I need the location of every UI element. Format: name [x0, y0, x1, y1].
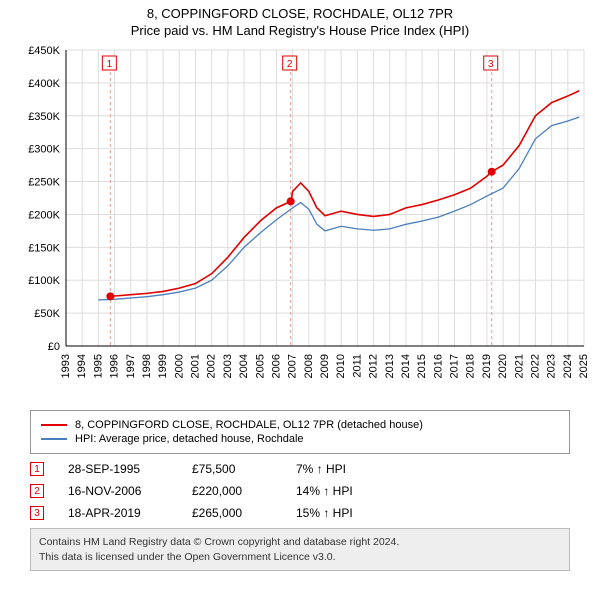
svg-text:1997: 1997	[125, 354, 137, 378]
svg-text:2005: 2005	[254, 354, 266, 378]
svg-text:2021: 2021	[513, 354, 525, 378]
svg-text:1999: 1999	[157, 354, 169, 378]
price-chart: £0 £50K £100K £150K £200K £250K £300K £350K £400…	[24, 46, 594, 406]
page-root: 8, COPPINGFORD CLOSE, ROCHDALE, OL12 7PR…	[0, 0, 600, 590]
svg-text:2015: 2015	[416, 354, 428, 378]
sale-date: 28-SEP-1995	[68, 462, 168, 476]
legend-item: HPI: Average price, detached house, Roch…	[41, 433, 559, 445]
sale-date: 18-APR-2019	[68, 506, 168, 520]
svg-text:£250K: £250K	[28, 177, 60, 189]
svg-text:£350K: £350K	[28, 111, 60, 123]
legend-label: HPI: Average price, detached house, Roch…	[75, 433, 304, 445]
attribution: Contains HM Land Registry data © Crown c…	[30, 528, 570, 571]
svg-text:£50K: £50K	[34, 308, 60, 320]
svg-text:2018: 2018	[465, 354, 477, 378]
svg-text:2: 2	[287, 59, 293, 70]
svg-text:£400K: £400K	[28, 78, 60, 90]
svg-text:1996: 1996	[109, 354, 121, 378]
sale-diff: 7% ↑ HPI	[296, 462, 376, 476]
legend-swatch	[41, 438, 67, 440]
svg-text:£150K: £150K	[28, 242, 60, 254]
svg-text:2004: 2004	[238, 354, 250, 378]
svg-text:£450K: £450K	[28, 46, 60, 57]
svg-text:2025: 2025	[578, 354, 590, 378]
svg-text:2019: 2019	[481, 354, 493, 378]
title-block: 8, COPPINGFORD CLOSE, ROCHDALE, OL12 7PR…	[0, 0, 600, 38]
sale-row: 1 28-SEP-1995 £75,500 7% ↑ HPI	[30, 462, 570, 476]
svg-text:2017: 2017	[449, 354, 461, 378]
sale-badge: 1	[30, 462, 44, 476]
svg-text:2022: 2022	[529, 354, 541, 378]
svg-text:2008: 2008	[303, 354, 315, 378]
sale-badge: 2	[30, 484, 44, 498]
svg-text:1994: 1994	[76, 354, 88, 378]
legend-item: 8, COPPINGFORD CLOSE, ROCHDALE, OL12 7PR…	[41, 419, 559, 431]
svg-text:2012: 2012	[368, 354, 380, 378]
svg-text:2000: 2000	[173, 354, 185, 378]
sale-price: £75,500	[192, 462, 272, 476]
svg-text:2001: 2001	[190, 354, 202, 378]
svg-text:1: 1	[107, 59, 113, 70]
svg-text:2009: 2009	[319, 354, 331, 378]
svg-text:£0: £0	[48, 341, 60, 353]
svg-text:2003: 2003	[222, 354, 234, 378]
svg-text:2023: 2023	[546, 354, 558, 378]
sale-badge: 3	[30, 506, 44, 520]
svg-text:£100K: £100K	[28, 275, 60, 287]
svg-text:£300K: £300K	[28, 144, 60, 156]
sale-date: 16-NOV-2006	[68, 484, 168, 498]
svg-text:1993: 1993	[60, 354, 72, 378]
sale-price: £265,000	[192, 506, 272, 520]
sale-row: 2 16-NOV-2006 £220,000 14% ↑ HPI	[30, 484, 570, 498]
sale-price: £220,000	[192, 484, 272, 498]
legend: 8, COPPINGFORD CLOSE, ROCHDALE, OL12 7PR…	[30, 410, 570, 454]
sales-table: 1 28-SEP-1995 £75,500 7% ↑ HPI 2 16-NOV-…	[30, 462, 570, 520]
svg-text:£200K: £200K	[28, 209, 60, 221]
svg-text:2010: 2010	[335, 354, 347, 378]
property-title: 8, COPPINGFORD CLOSE, ROCHDALE, OL12 7PR	[0, 6, 600, 21]
svg-text:2007: 2007	[287, 354, 299, 378]
sale-diff: 14% ↑ HPI	[296, 484, 376, 498]
attribution-line: This data is licensed under the Open Gov…	[39, 550, 561, 565]
svg-text:2016: 2016	[432, 354, 444, 378]
svg-text:2002: 2002	[206, 354, 218, 378]
svg-text:1995: 1995	[92, 354, 104, 378]
sale-row: 3 18-APR-2019 £265,000 15% ↑ HPI	[30, 506, 570, 520]
sale-diff: 15% ↑ HPI	[296, 506, 376, 520]
chart-subtitle: Price paid vs. HM Land Registry's House …	[0, 23, 600, 38]
svg-text:2006: 2006	[270, 354, 282, 378]
svg-text:2013: 2013	[384, 354, 396, 378]
svg-text:1998: 1998	[141, 354, 153, 378]
svg-text:3: 3	[488, 59, 494, 70]
legend-swatch	[41, 424, 67, 426]
svg-text:2024: 2024	[562, 354, 574, 378]
svg-text:2014: 2014	[400, 354, 412, 378]
svg-text:2011: 2011	[351, 354, 363, 378]
legend-label: 8, COPPINGFORD CLOSE, ROCHDALE, OL12 7PR…	[75, 419, 423, 431]
attribution-line: Contains HM Land Registry data © Crown c…	[39, 535, 561, 550]
svg-text:2020: 2020	[497, 354, 509, 378]
chart-area: £0 £50K £100K £150K £200K £250K £300K £350K £400…	[24, 46, 594, 406]
